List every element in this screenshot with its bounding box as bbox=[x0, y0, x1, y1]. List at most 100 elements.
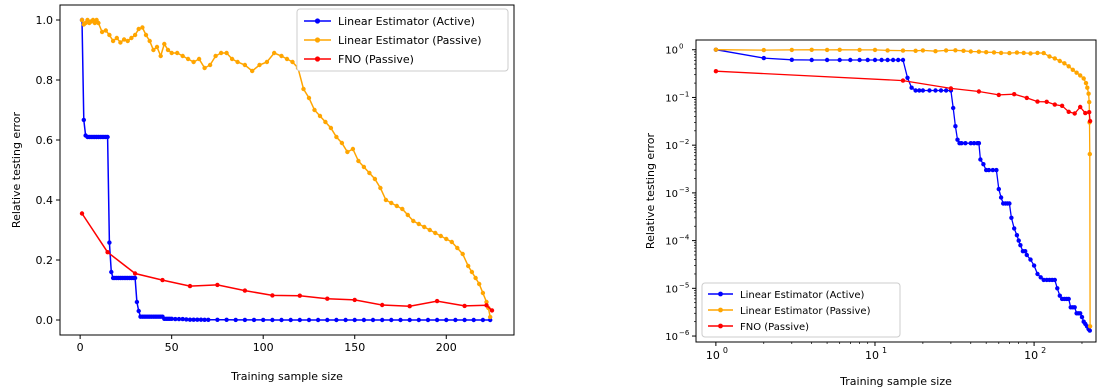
data-point bbox=[317, 113, 323, 119]
data-point bbox=[242, 288, 248, 293]
data-point bbox=[169, 50, 174, 56]
data-point bbox=[998, 50, 1004, 56]
data-point bbox=[1016, 238, 1021, 243]
x-axis-title-right: Training sample size bbox=[839, 375, 952, 388]
x-tick-label: 100 bbox=[253, 341, 274, 354]
data-point bbox=[1083, 110, 1088, 116]
data-point bbox=[809, 47, 814, 52]
legend-entry-active-r: Linear Estimator (Active) bbox=[708, 290, 865, 301]
data-point bbox=[1007, 201, 1012, 206]
data-point bbox=[896, 57, 901, 63]
data-point bbox=[334, 317, 339, 323]
y-tick-label: 10 bbox=[665, 46, 678, 57]
data-point bbox=[394, 203, 399, 209]
data-point bbox=[1009, 215, 1014, 220]
data-point bbox=[162, 41, 167, 47]
data-point bbox=[1055, 286, 1060, 291]
data-point bbox=[140, 25, 145, 30]
data-point bbox=[132, 32, 138, 38]
y-tick-exponent: −2 bbox=[679, 138, 689, 146]
data-point bbox=[361, 164, 367, 170]
data-point bbox=[438, 233, 443, 239]
data-point bbox=[484, 303, 489, 308]
legend-box-left bbox=[296, 8, 509, 72]
data-point bbox=[81, 117, 87, 123]
data-point bbox=[398, 317, 403, 323]
data-point bbox=[407, 304, 412, 309]
data-point bbox=[953, 124, 958, 129]
y-tick-exponent: −4 bbox=[679, 234, 690, 242]
y-tick-label: 10 bbox=[665, 284, 678, 295]
x-tick-label: 200 bbox=[436, 341, 457, 354]
data-point bbox=[250, 68, 255, 74]
data-point bbox=[297, 317, 302, 323]
data-point bbox=[361, 317, 367, 323]
series-group-right bbox=[713, 47, 1093, 333]
data-point bbox=[261, 317, 266, 323]
data-point bbox=[306, 95, 312, 101]
data-point bbox=[207, 62, 213, 68]
data-point bbox=[462, 317, 467, 323]
y-tick-exponent: −6 bbox=[679, 329, 690, 337]
data-point bbox=[1052, 102, 1057, 107]
legend-marker-fno-r bbox=[718, 323, 723, 329]
series-active bbox=[79, 17, 493, 323]
data-point bbox=[976, 141, 982, 146]
data-point bbox=[484, 299, 489, 305]
data-point bbox=[290, 59, 295, 65]
data-point bbox=[872, 57, 878, 63]
data-point bbox=[136, 26, 141, 32]
data-point bbox=[434, 298, 440, 304]
series-passive bbox=[713, 47, 1093, 329]
data-point bbox=[1057, 293, 1062, 298]
data-point bbox=[1021, 50, 1026, 56]
data-point bbox=[976, 49, 982, 54]
data-point bbox=[242, 62, 248, 68]
data-point bbox=[1007, 50, 1012, 56]
data-point bbox=[180, 53, 185, 59]
data-point bbox=[154, 44, 160, 50]
data-point bbox=[433, 230, 438, 236]
data-point bbox=[372, 176, 378, 182]
data-point bbox=[284, 56, 290, 62]
data-point bbox=[434, 317, 440, 323]
data-point bbox=[471, 317, 476, 323]
legend-marker-active bbox=[314, 18, 321, 24]
data-point bbox=[761, 55, 766, 61]
data-point bbox=[1085, 85, 1090, 90]
x-ticks-left: 0 50 100 150 200 bbox=[77, 335, 457, 354]
data-point bbox=[425, 317, 431, 323]
data-point bbox=[79, 211, 85, 216]
data-point bbox=[951, 105, 956, 111]
data-point bbox=[824, 57, 830, 63]
data-point bbox=[991, 50, 997, 55]
x-axis-title-left: Training sample size bbox=[230, 370, 343, 383]
y-tick-exponent: −3 bbox=[679, 186, 689, 194]
data-point bbox=[325, 296, 330, 301]
data-point bbox=[996, 92, 1001, 98]
data-point bbox=[233, 317, 238, 323]
y-tick-label: 0.8 bbox=[36, 74, 54, 87]
data-point bbox=[1087, 151, 1092, 157]
data-point bbox=[1024, 95, 1029, 101]
data-point bbox=[865, 57, 870, 63]
y-tick-label: 1.0 bbox=[36, 14, 54, 27]
data-point bbox=[312, 107, 317, 113]
x-tick-label: 10 bbox=[706, 349, 720, 362]
data-point bbox=[963, 141, 968, 146]
data-point bbox=[175, 50, 180, 56]
y-tick-exponent: −5 bbox=[679, 281, 689, 289]
legend-label-active: Linear Estimator (Active) bbox=[338, 15, 475, 28]
data-point bbox=[328, 125, 334, 131]
legend-marker-passive-r bbox=[718, 307, 723, 313]
legend-box-right bbox=[701, 282, 901, 338]
y-axis-title-left: Relative testing error bbox=[10, 111, 23, 228]
data-point bbox=[297, 293, 302, 298]
x-tick-exponent: 2 bbox=[1041, 346, 1046, 355]
data-point bbox=[976, 89, 982, 94]
x-tick-exponent: 1 bbox=[882, 346, 887, 355]
data-point bbox=[978, 157, 983, 162]
data-point bbox=[272, 50, 277, 56]
